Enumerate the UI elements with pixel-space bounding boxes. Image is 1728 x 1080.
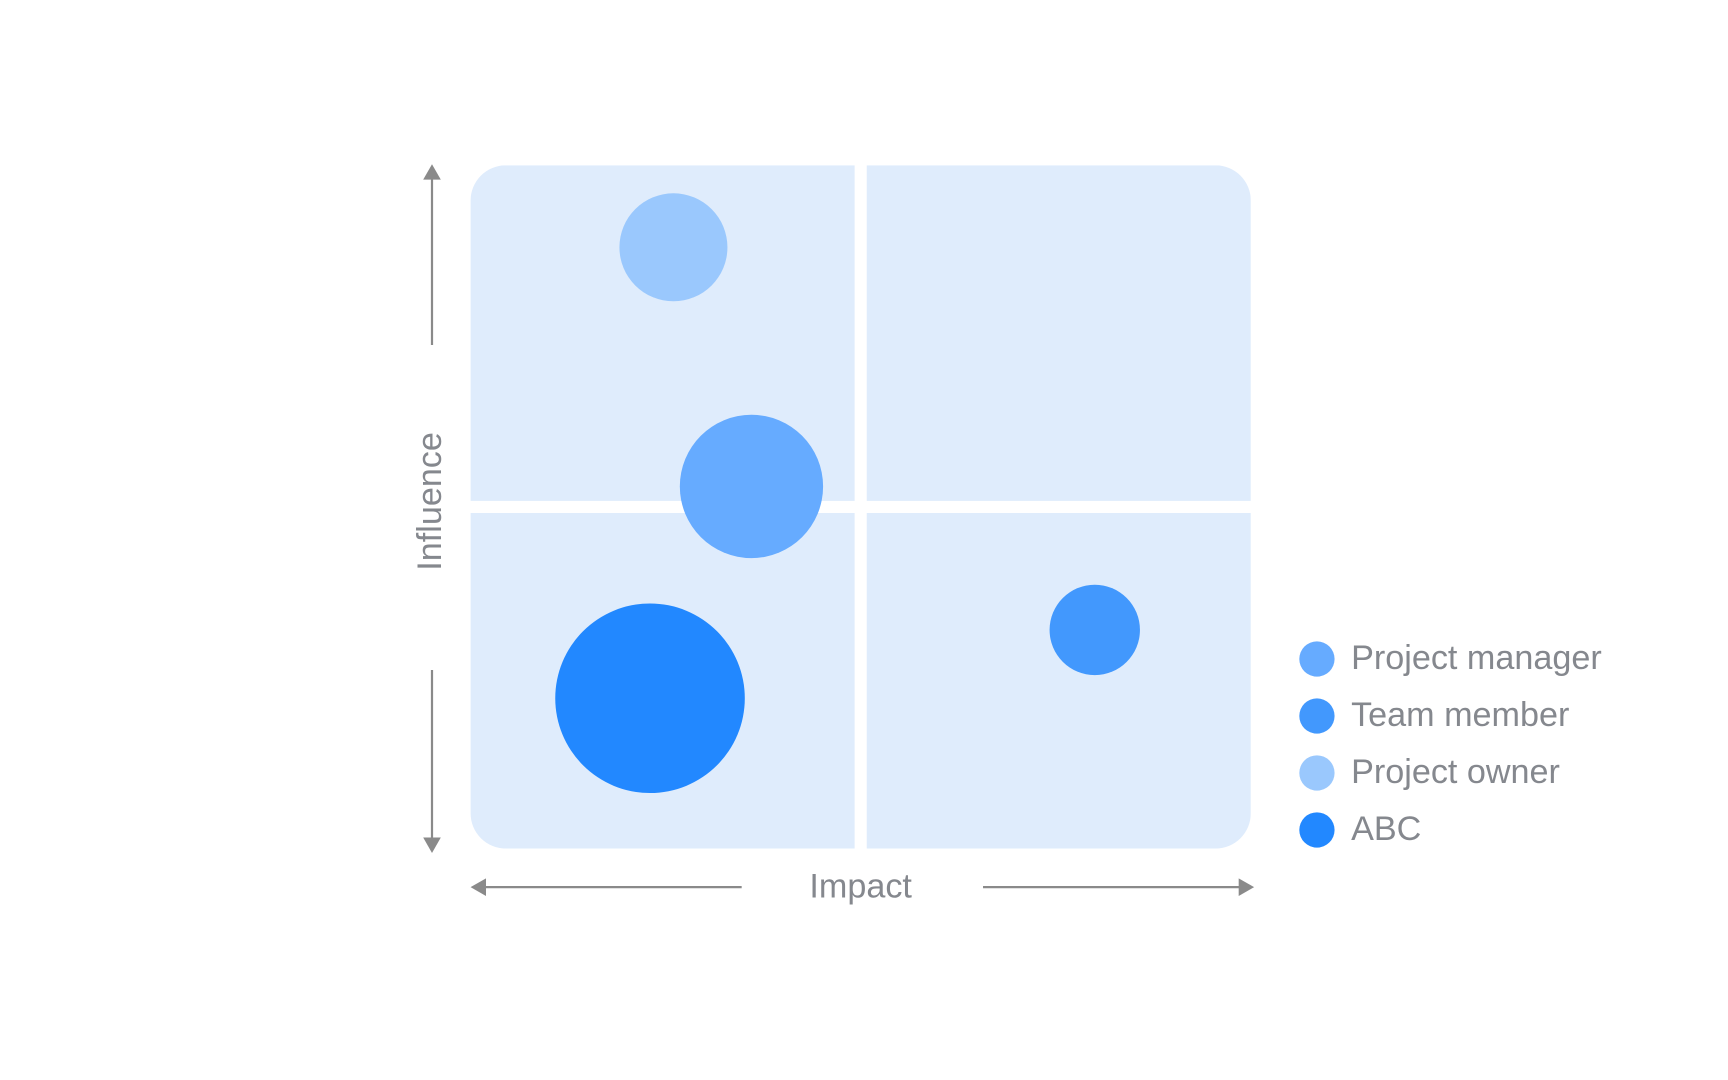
legend-swatch <box>1299 641 1335 677</box>
bubble <box>555 603 745 794</box>
y-axis-label: Influence <box>411 432 449 571</box>
arrow-head <box>470 878 486 896</box>
legend-label: Team member <box>1351 696 1569 734</box>
bubble <box>619 193 728 302</box>
legend: Project manager Team member Project owner A… <box>1299 639 1602 848</box>
x-axis-label: Impact <box>809 867 912 905</box>
legend-label: Project manager <box>1351 639 1602 677</box>
legend-label: Project owner <box>1351 753 1560 791</box>
bubble <box>1049 584 1140 676</box>
arrow-head <box>423 837 441 853</box>
bubbles <box>555 193 1140 794</box>
arrow-head <box>423 164 441 180</box>
bubble <box>679 414 824 559</box>
legend-swatch <box>1299 812 1335 848</box>
y-axis-arrows <box>423 164 441 853</box>
quadrant <box>866 513 1251 849</box>
arrow-head <box>1238 878 1255 896</box>
quadrant <box>866 165 1251 501</box>
legend-label: ABC <box>1351 810 1421 848</box>
legend-swatch <box>1299 698 1335 734</box>
x-axis-arrows <box>470 878 1255 896</box>
legend-swatch <box>1299 755 1335 791</box>
